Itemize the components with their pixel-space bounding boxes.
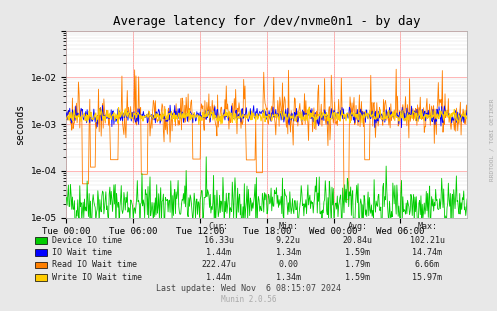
Text: 1.34m: 1.34m [276, 273, 301, 282]
Text: 1.44m: 1.44m [206, 248, 231, 257]
Text: 1.34m: 1.34m [276, 248, 301, 257]
Text: Read IO Wait time: Read IO Wait time [52, 261, 137, 269]
Text: 0.00: 0.00 [278, 261, 298, 269]
Text: Munin 2.0.56: Munin 2.0.56 [221, 295, 276, 304]
Text: IO Wait time: IO Wait time [52, 248, 112, 257]
Text: 16.33u: 16.33u [204, 236, 234, 244]
Text: 1.79m: 1.79m [345, 261, 370, 269]
Title: Average latency for /dev/nvme0n1 - by day: Average latency for /dev/nvme0n1 - by da… [113, 15, 420, 28]
Text: 102.21u: 102.21u [410, 236, 445, 244]
Text: Cur:: Cur: [209, 221, 229, 230]
Text: 6.66m: 6.66m [415, 261, 440, 269]
Text: 20.84u: 20.84u [343, 236, 373, 244]
Y-axis label: seconds: seconds [15, 104, 25, 145]
Text: 1.59m: 1.59m [345, 248, 370, 257]
Text: RRDTOOL / TOBI OETIKER: RRDTOOL / TOBI OETIKER [490, 99, 495, 181]
Text: Last update: Wed Nov  6 08:15:07 2024: Last update: Wed Nov 6 08:15:07 2024 [156, 284, 341, 293]
Text: Write IO Wait time: Write IO Wait time [52, 273, 142, 282]
Text: 1.59m: 1.59m [345, 273, 370, 282]
Text: Max:: Max: [417, 221, 437, 230]
Text: 222.47u: 222.47u [201, 261, 236, 269]
Text: 15.97m: 15.97m [413, 273, 442, 282]
Text: 9.22u: 9.22u [276, 236, 301, 244]
Text: 1.44m: 1.44m [206, 273, 231, 282]
Text: Avg:: Avg: [348, 221, 368, 230]
Text: Device IO time: Device IO time [52, 236, 122, 244]
Text: Min:: Min: [278, 221, 298, 230]
Text: 14.74m: 14.74m [413, 248, 442, 257]
